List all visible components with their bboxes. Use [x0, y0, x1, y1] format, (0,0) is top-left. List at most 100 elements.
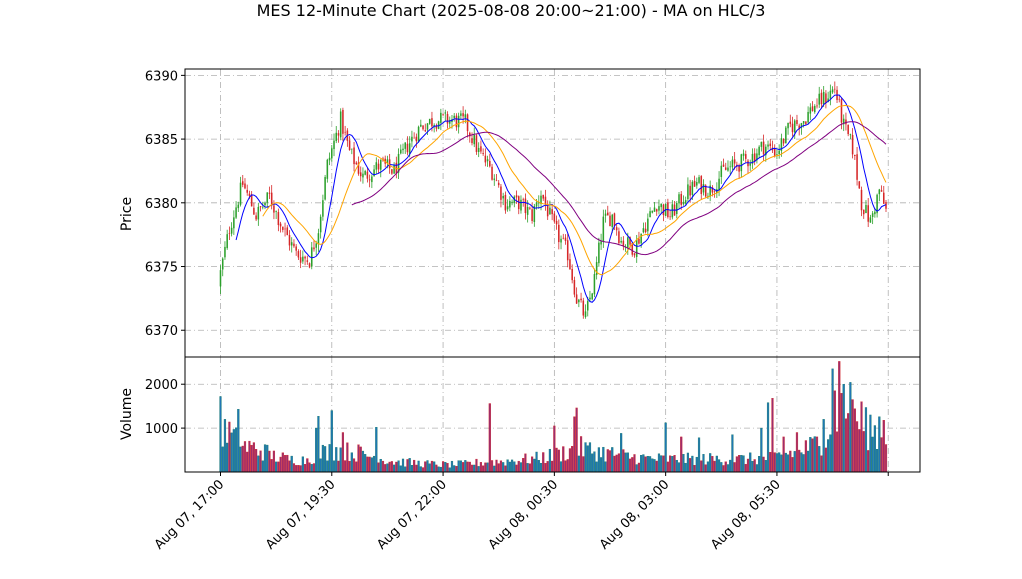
- volume-bar-2: [223, 419, 227, 473]
- volume-bar-187: [635, 464, 638, 473]
- candle-101: [444, 109, 447, 121]
- candle-body-206: [678, 194, 680, 204]
- volume-bar-73: [381, 460, 385, 473]
- candle-body-179: [618, 231, 620, 244]
- candle-body-193: [649, 211, 651, 218]
- candle-body-208: [682, 201, 685, 205]
- candle-body-137: [524, 198, 527, 214]
- candle-body-183: [627, 237, 629, 248]
- candle-body-249: [773, 148, 776, 156]
- candle-32: [290, 237, 293, 253]
- candle-273: [827, 91, 829, 103]
- candle-239: [751, 148, 754, 169]
- candle-217: [702, 179, 705, 196]
- candle-body-246: [767, 144, 769, 147]
- volume-bar-82: [401, 458, 405, 473]
- candle-body-12: [246, 189, 248, 193]
- candle-body-254: [785, 127, 787, 144]
- volume-bar-283: [849, 382, 852, 473]
- candle-body-95: [431, 118, 433, 127]
- candle-31: [288, 230, 291, 251]
- volume-bar-24: [272, 450, 276, 473]
- candle-21: [266, 192, 269, 208]
- volume-bar-12: [246, 451, 249, 473]
- volume-bar-8: [237, 409, 240, 473]
- volume-bar-281: [844, 418, 848, 473]
- candle-body-36: [299, 257, 302, 263]
- candle-body-188: [638, 238, 640, 244]
- candle-242: [758, 145, 760, 158]
- x-axis: Aug 07, 17:00 Aug 07, 19:30 Aug 07, 22:00 A…: [152, 472, 889, 553]
- volume-bar-212: [691, 455, 694, 473]
- candle-body-147: [546, 203, 549, 217]
- volume-bar-213: [693, 465, 696, 473]
- volume-bar-55: [341, 432, 345, 473]
- candle-body-211: [689, 185, 691, 196]
- price-y-axis: 6370 6375 6380 6385 6390: [145, 69, 185, 339]
- candle-149: [551, 204, 553, 221]
- candle-245: [765, 144, 767, 162]
- candle-body-146: [544, 196, 547, 205]
- candle-body-156: [566, 240, 569, 261]
- volume-bar-74: [384, 464, 387, 473]
- candle-body-192: [647, 218, 649, 232]
- candle-231: [733, 151, 736, 170]
- candle-50: [331, 145, 333, 162]
- candle-171: [600, 233, 602, 250]
- candle-62: [357, 156, 360, 176]
- candle-body-114: [473, 134, 476, 145]
- volume-bar-196: [655, 460, 658, 473]
- candle-body-164: [584, 311, 587, 317]
- volume-bar-258: [793, 451, 796, 473]
- candle-240: [753, 148, 756, 166]
- candle-body-217: [702, 183, 705, 193]
- price-candles: [219, 81, 887, 319]
- candle-269: [818, 86, 821, 108]
- candle-body-203: [671, 204, 674, 218]
- candle-9: [239, 176, 242, 207]
- candle-296: [878, 188, 881, 202]
- volume-bar-260: [798, 449, 801, 473]
- candle-body-237: [747, 160, 749, 167]
- candle-body-113: [471, 138, 473, 144]
- volume-ytick-label-1: 2000: [145, 378, 178, 393]
- volume-bar-286: [855, 421, 859, 473]
- candle-body-46: [322, 200, 324, 217]
- candle-body-199: [662, 204, 665, 216]
- candle-214: [696, 177, 698, 189]
- candle-body-228: [727, 167, 729, 171]
- candle-body-212: [691, 181, 694, 195]
- candle-98: [437, 120, 440, 130]
- candle-173: [604, 209, 607, 223]
- candle-body-9: [239, 182, 242, 205]
- candle-body-84: [406, 143, 409, 153]
- candle-body-68: [371, 176, 373, 183]
- candle-body-56: [344, 131, 346, 133]
- candle-body-274: [829, 90, 832, 99]
- candle-body-89: [417, 126, 420, 143]
- candle-220: [709, 180, 711, 202]
- candle-body-298: [882, 192, 885, 204]
- candle-207: [680, 191, 683, 210]
- candle-body-5: [230, 227, 233, 234]
- volume-bar-1: [221, 446, 224, 473]
- volume-bar-210: [686, 452, 689, 473]
- candle-body-240: [753, 153, 756, 162]
- volume-bar-148: [548, 448, 552, 473]
- candle-body-186: [633, 253, 636, 256]
- volume-bar-119: [484, 462, 487, 473]
- candle-238: [749, 159, 752, 171]
- candle-body-190: [642, 228, 645, 233]
- candle-body-285: [854, 154, 856, 156]
- candle-body-236: [744, 154, 747, 159]
- volume-bar-34: [295, 465, 298, 473]
- candle-body-138: [526, 206, 529, 215]
- candle-282: [847, 124, 849, 137]
- candle-162: [580, 292, 582, 303]
- candle-152: [558, 219, 560, 250]
- candle-body-145: [542, 194, 545, 199]
- price-ytick-label-2: 6380: [145, 197, 178, 212]
- volume-bar-155: [564, 460, 567, 473]
- candle-body-139: [529, 207, 531, 209]
- candle-87: [413, 132, 415, 139]
